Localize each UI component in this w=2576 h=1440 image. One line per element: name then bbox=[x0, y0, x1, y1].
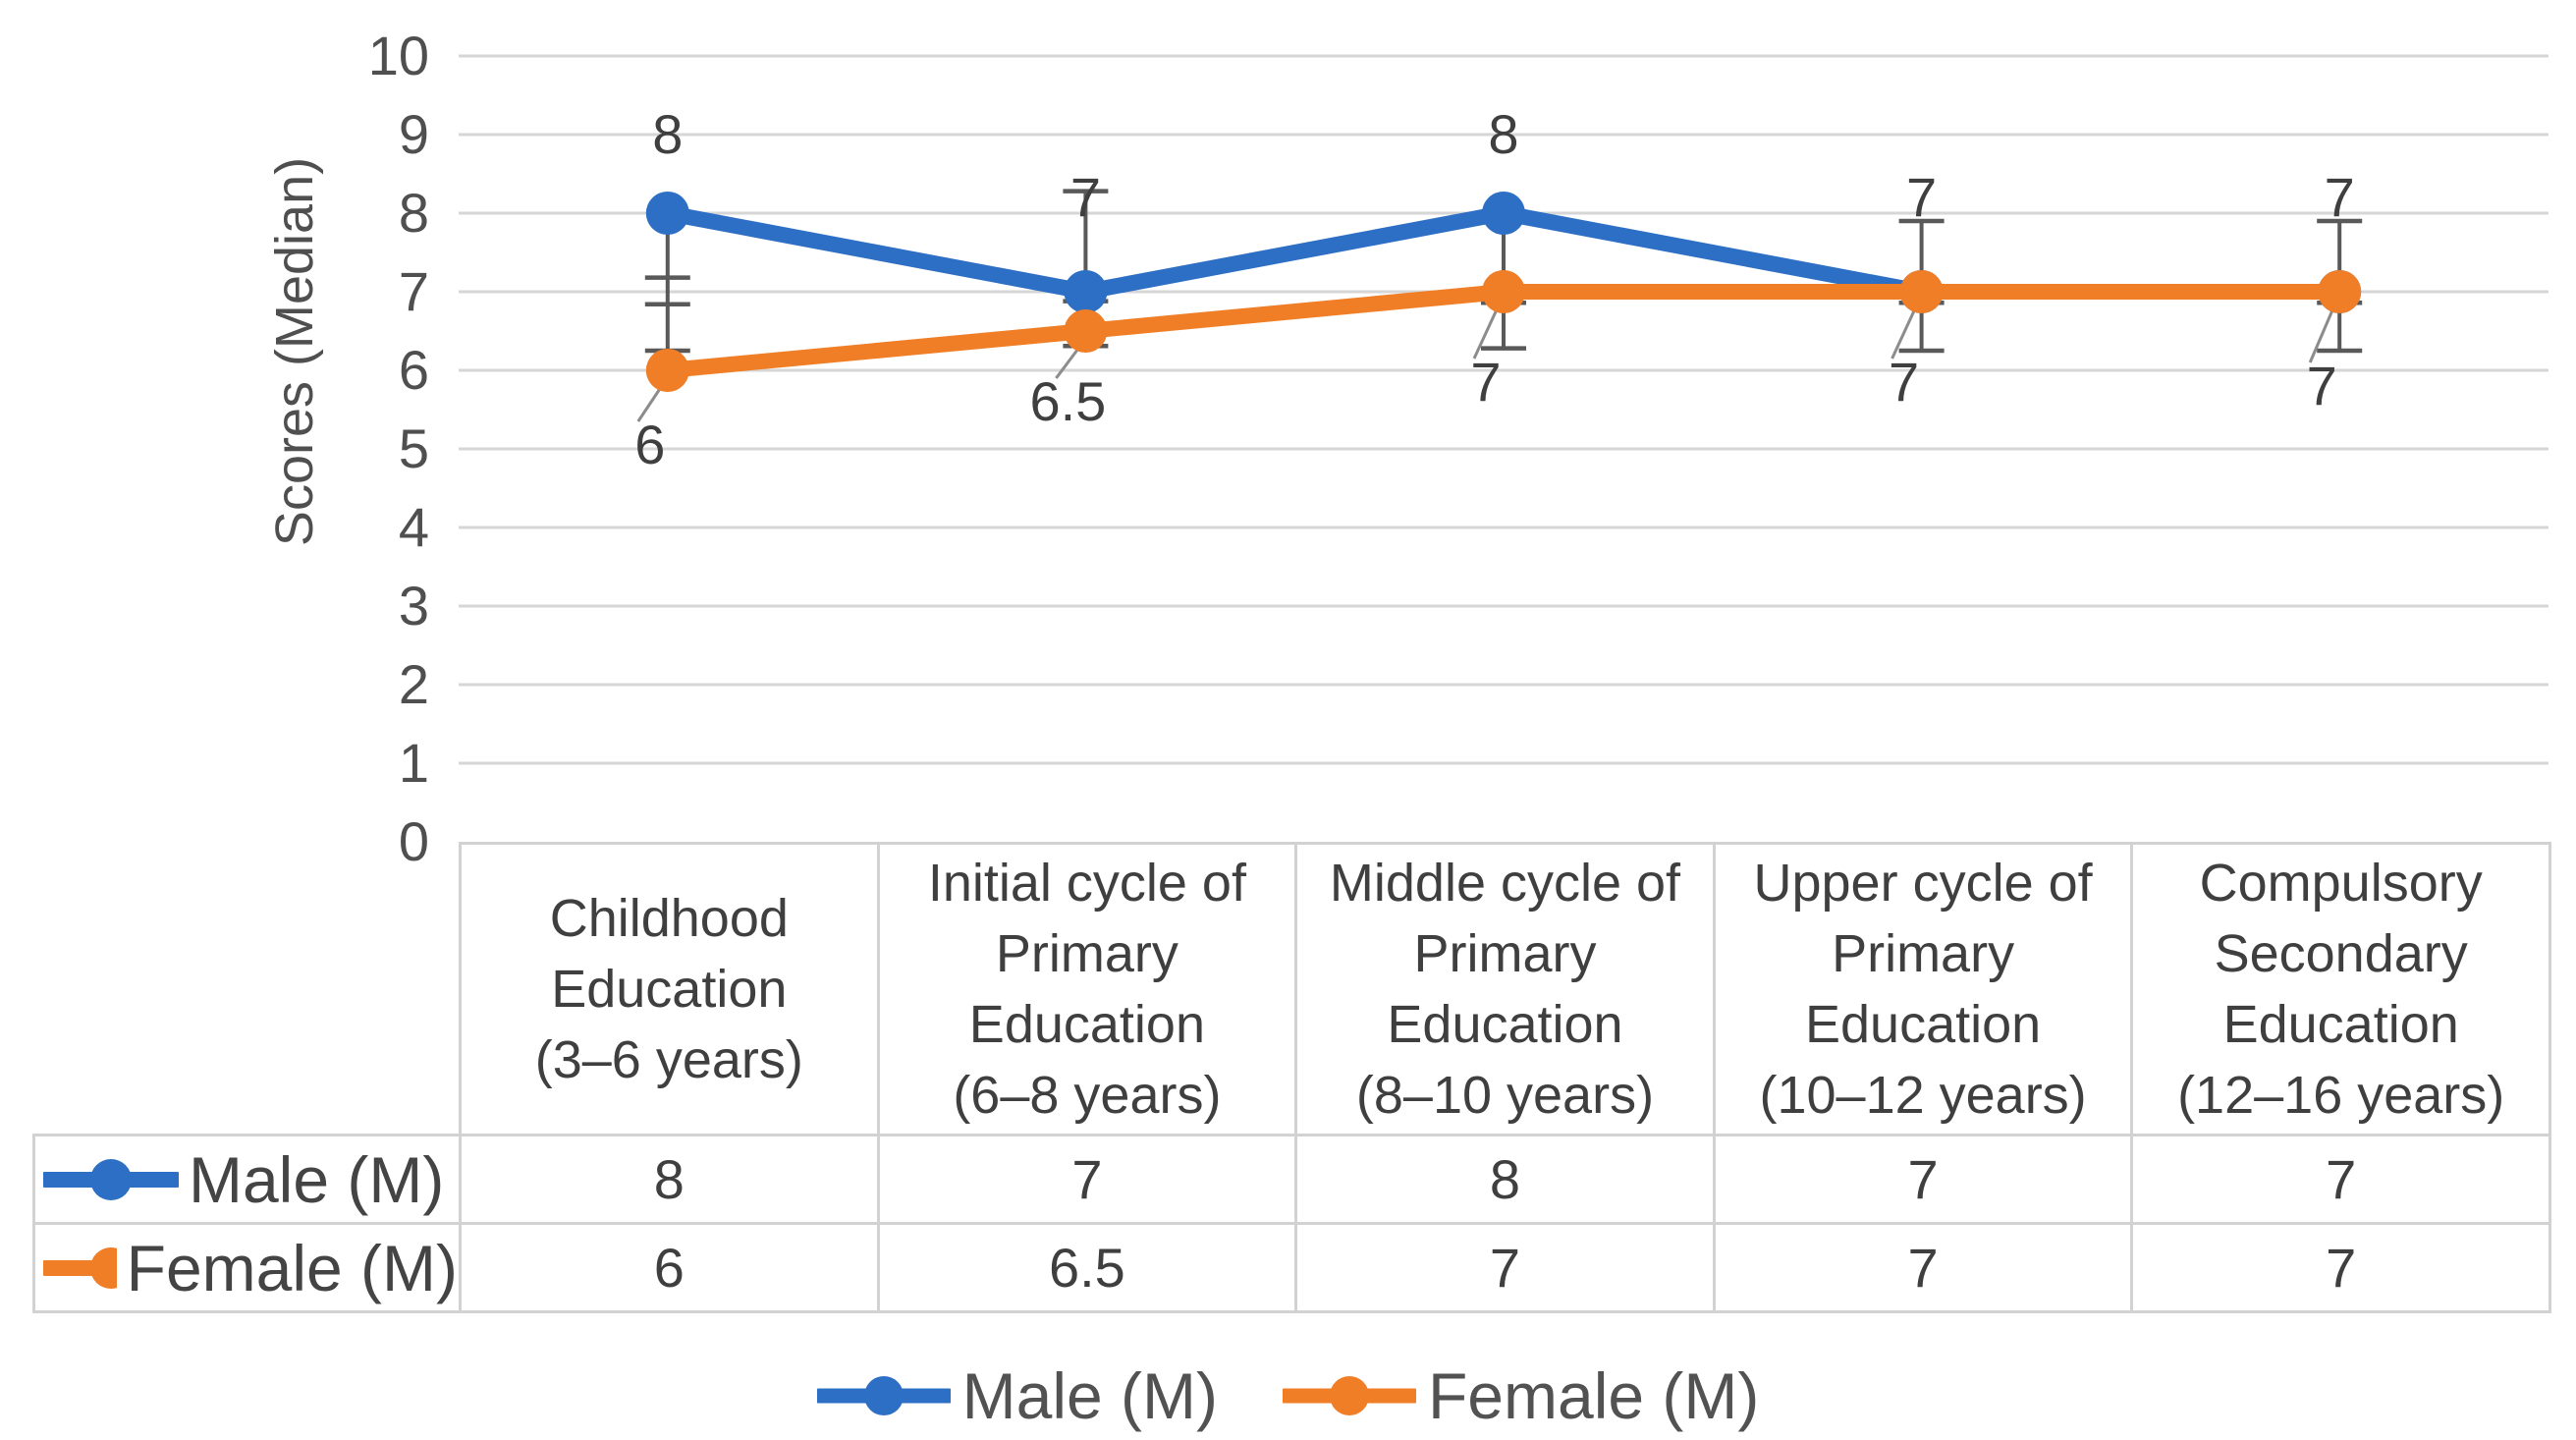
table-cell: 7 bbox=[1712, 1134, 2134, 1225]
column-header-1: Childhood Education (3–6 years) bbox=[459, 842, 880, 1136]
data-label-female: 7 bbox=[2307, 355, 2337, 416]
row-header-label: Male (M) bbox=[189, 1142, 445, 1216]
female-series-marker bbox=[2318, 270, 2362, 313]
data-label-female: 6.5 bbox=[1029, 370, 1106, 432]
y-tick-label: 3 bbox=[399, 575, 429, 637]
table-cell: 8 bbox=[459, 1134, 880, 1225]
female-series-marker bbox=[1482, 270, 1525, 313]
female-series-key-icon bbox=[43, 1246, 117, 1289]
table-cell: 7 bbox=[1294, 1222, 1716, 1313]
leader-line bbox=[2308, 306, 2335, 363]
table-cell: 8 bbox=[1294, 1134, 1716, 1225]
legend-item-male: Male (M) bbox=[816, 1358, 1218, 1433]
column-header-4: Upper cycle of Primary Education (10–12 … bbox=[1712, 842, 2134, 1136]
y-tick-label: 4 bbox=[399, 496, 429, 558]
female-series-marker bbox=[645, 349, 689, 392]
table-corner-cell bbox=[34, 844, 461, 1135]
data-label-male: 7 bbox=[1906, 166, 1937, 228]
y-tick-label: 2 bbox=[399, 653, 429, 715]
y-tick-label: 1 bbox=[399, 732, 429, 794]
data-label-male: 8 bbox=[1488, 103, 1518, 165]
leader-line bbox=[636, 385, 664, 422]
table-cell: 7 bbox=[1712, 1222, 2134, 1313]
male-series-marker bbox=[1482, 192, 1525, 235]
row-header-male: Male (M) bbox=[32, 1134, 462, 1225]
y-tick-label: 7 bbox=[399, 260, 429, 322]
y-axis-title: Scores (Median) bbox=[265, 157, 324, 546]
male-series-marker bbox=[1064, 270, 1108, 313]
female-series-marker bbox=[1064, 309, 1108, 353]
row-header-label: Female (M) bbox=[126, 1231, 458, 1304]
table-cell: 7 bbox=[876, 1134, 1298, 1225]
male-series-marker bbox=[645, 192, 689, 235]
data-label-female: 7 bbox=[1470, 351, 1501, 413]
table-row: Male (M) 8 7 8 7 7 bbox=[32, 1134, 2551, 1225]
column-header-2: Initial cycle of Primary Education (6–8 … bbox=[876, 842, 1298, 1136]
y-tick-label: 9 bbox=[399, 103, 429, 165]
leader-line bbox=[1891, 306, 1917, 360]
table-cell: 7 bbox=[2130, 1134, 2551, 1225]
data-label-female: 6 bbox=[634, 414, 665, 475]
data-label-male: 7 bbox=[1070, 166, 1101, 228]
leader-line bbox=[1472, 306, 1500, 360]
y-tick-label: 8 bbox=[399, 182, 429, 244]
y-tick-label: 6 bbox=[399, 339, 429, 401]
legend-item-female: Female (M) bbox=[1282, 1358, 1760, 1433]
data-label-male: 8 bbox=[652, 103, 683, 165]
female-series-marker bbox=[1899, 270, 1944, 313]
data-label-male: 7 bbox=[2325, 166, 2355, 228]
table-cell: 6.5 bbox=[876, 1222, 1298, 1313]
y-tick-label: 0 bbox=[399, 810, 429, 872]
legend-label-female: Female (M) bbox=[1427, 1359, 1760, 1432]
leader-line bbox=[1055, 346, 1081, 379]
female-series-key-icon bbox=[1282, 1376, 1416, 1415]
data-table: Childhood Education (3–6 years) Initial c… bbox=[32, 842, 2551, 1313]
male-series-key-icon bbox=[43, 1158, 179, 1200]
legend-label-male: Male (M) bbox=[961, 1359, 1218, 1432]
table-header-row: Childhood Education (3–6 years) Initial c… bbox=[34, 842, 2551, 1136]
chart-legend: Male (M) Female (M) bbox=[0, 1354, 2576, 1438]
y-tick-label: 10 bbox=[368, 25, 429, 86]
table-row: Female (M) 6 6.5 7 7 7 bbox=[32, 1222, 2551, 1313]
column-header-5: Compulsory Secondary Education (12–16 ye… bbox=[2130, 842, 2551, 1136]
column-header-3: Middle cycle of Primary Education (8–10 … bbox=[1294, 842, 1716, 1136]
y-tick-label: 5 bbox=[399, 417, 429, 479]
table-cell: 7 bbox=[2130, 1222, 2551, 1313]
male-series-key-icon bbox=[816, 1376, 951, 1415]
table-cell: 6 bbox=[459, 1222, 880, 1313]
row-header-female: Female (M) bbox=[32, 1222, 462, 1313]
data-label-female: 7 bbox=[1889, 351, 1919, 413]
